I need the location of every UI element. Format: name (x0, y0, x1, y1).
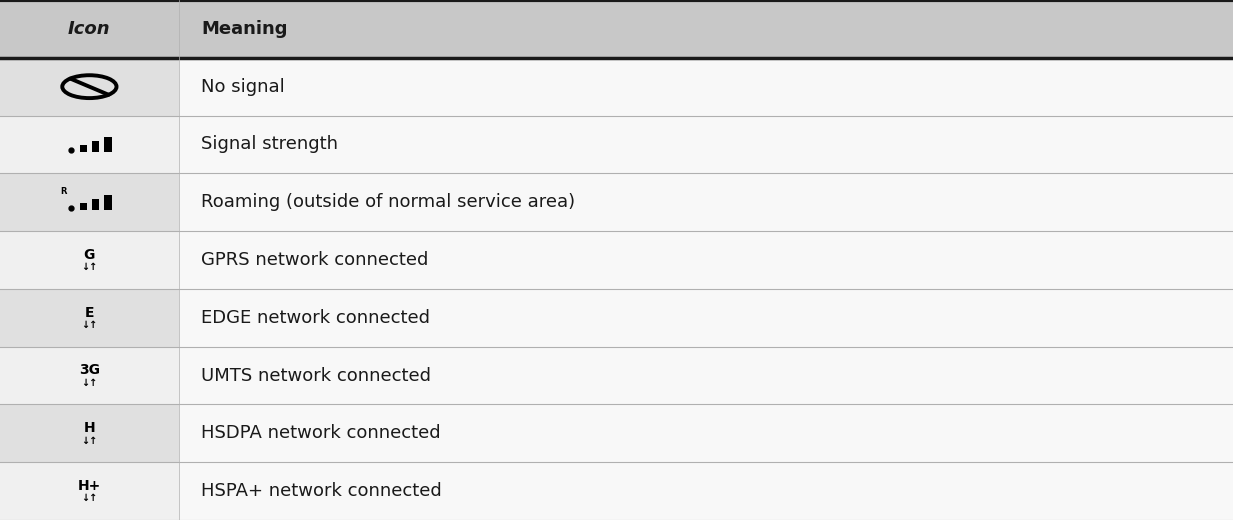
Text: H: H (84, 421, 95, 435)
Bar (0, 0, 1233, 58)
Text: E: E (85, 306, 94, 320)
Text: Roaming (outside of normal service area): Roaming (outside of normal service area) (201, 193, 575, 211)
Bar (179, 347, 1233, 405)
Text: ↓↑: ↓↑ (81, 378, 97, 388)
Text: ↓↑: ↓↑ (81, 436, 97, 446)
Bar (0, 115, 179, 173)
Text: UMTS network connected: UMTS network connected (201, 367, 432, 385)
Text: ↓↑: ↓↑ (81, 320, 97, 330)
Bar (79, 203, 86, 210)
Text: No signal: No signal (201, 77, 285, 96)
Text: H+: H+ (78, 479, 101, 493)
Bar (0, 231, 179, 289)
Text: ↓↑: ↓↑ (81, 493, 97, 503)
Bar (179, 115, 1233, 173)
Bar (0, 289, 179, 347)
Text: Meaning: Meaning (201, 20, 287, 38)
Text: ↓↑: ↓↑ (81, 262, 97, 272)
Bar (179, 173, 1233, 231)
Text: Signal strength: Signal strength (201, 135, 338, 153)
Bar (91, 199, 99, 210)
Bar (0, 173, 179, 231)
Bar (0, 58, 179, 115)
Bar (179, 405, 1233, 462)
Bar (179, 58, 1233, 115)
Text: EDGE network connected: EDGE network connected (201, 309, 430, 327)
Bar (0, 405, 179, 462)
Text: Icon: Icon (68, 20, 111, 38)
Text: R: R (60, 187, 67, 196)
Text: 3G: 3G (79, 363, 100, 378)
Bar (179, 231, 1233, 289)
Bar (79, 146, 86, 152)
Text: GPRS network connected: GPRS network connected (201, 251, 428, 269)
Bar (179, 462, 1233, 520)
Text: HSDPA network connected: HSDPA network connected (201, 424, 440, 443)
Bar (104, 137, 111, 152)
Bar (91, 141, 99, 152)
Bar (0, 347, 179, 405)
Bar (179, 289, 1233, 347)
Text: G: G (84, 248, 95, 262)
Bar (104, 195, 111, 210)
Text: HSPA+ network connected: HSPA+ network connected (201, 482, 441, 500)
Bar (0, 462, 179, 520)
